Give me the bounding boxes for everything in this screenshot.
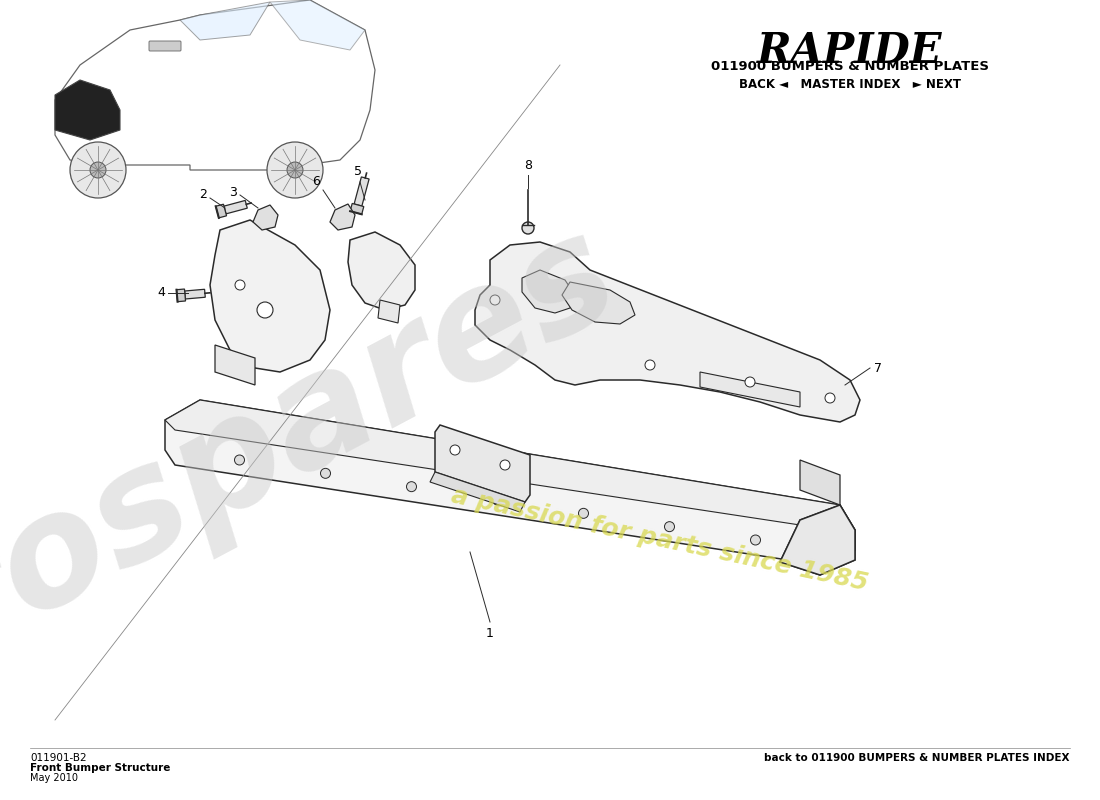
Text: 011901-B2: 011901-B2 [30, 753, 87, 763]
Text: 6: 6 [312, 175, 320, 188]
Text: 2: 2 [199, 189, 207, 202]
Circle shape [450, 445, 460, 455]
Circle shape [70, 142, 126, 198]
Polygon shape [378, 300, 400, 323]
Text: 1: 1 [486, 627, 494, 640]
Text: 3: 3 [229, 186, 236, 198]
Circle shape [750, 535, 760, 545]
Polygon shape [800, 460, 840, 505]
Circle shape [645, 360, 654, 370]
Circle shape [664, 522, 674, 532]
Circle shape [257, 302, 273, 318]
Polygon shape [210, 220, 330, 372]
Polygon shape [253, 205, 278, 230]
Circle shape [234, 455, 244, 465]
Polygon shape [522, 270, 575, 313]
Circle shape [825, 393, 835, 403]
Polygon shape [700, 372, 800, 407]
Text: a passion for parts since 1985: a passion for parts since 1985 [449, 484, 871, 596]
Polygon shape [214, 345, 255, 385]
Circle shape [320, 468, 330, 478]
Text: 5: 5 [354, 165, 362, 178]
Text: 011900 BUMPERS & NUMBER PLATES: 011900 BUMPERS & NUMBER PLATES [711, 60, 989, 73]
Circle shape [493, 495, 503, 505]
Polygon shape [165, 400, 855, 565]
Circle shape [90, 162, 106, 178]
Polygon shape [348, 232, 415, 310]
Polygon shape [216, 204, 227, 218]
Polygon shape [430, 472, 525, 512]
Text: eurospares: eurospares [0, 198, 641, 782]
Polygon shape [185, 290, 206, 299]
Circle shape [287, 162, 303, 178]
Polygon shape [780, 505, 855, 575]
Polygon shape [176, 289, 186, 302]
Circle shape [522, 222, 534, 234]
Polygon shape [55, 80, 120, 140]
Circle shape [490, 295, 500, 305]
Text: RAPIDE: RAPIDE [757, 30, 943, 72]
FancyBboxPatch shape [148, 41, 182, 51]
Polygon shape [224, 201, 248, 214]
Circle shape [745, 377, 755, 387]
Text: 4: 4 [157, 286, 165, 299]
Polygon shape [180, 2, 270, 40]
Text: Front Bumper Structure: Front Bumper Structure [30, 763, 170, 773]
Circle shape [579, 508, 588, 518]
Circle shape [235, 280, 245, 290]
Text: May 2010: May 2010 [30, 773, 78, 783]
Polygon shape [330, 204, 355, 230]
Polygon shape [270, 0, 365, 50]
Polygon shape [434, 425, 530, 502]
Polygon shape [350, 203, 364, 214]
Circle shape [500, 460, 510, 470]
Polygon shape [165, 400, 840, 525]
Polygon shape [354, 177, 370, 206]
Text: 8: 8 [524, 159, 532, 172]
Circle shape [407, 482, 417, 492]
Polygon shape [562, 282, 635, 324]
Text: back to 011900 BUMPERS & NUMBER PLATES INDEX: back to 011900 BUMPERS & NUMBER PLATES I… [764, 753, 1070, 763]
Text: BACK ◄   MASTER INDEX   ► NEXT: BACK ◄ MASTER INDEX ► NEXT [739, 78, 961, 91]
Text: 7: 7 [874, 362, 882, 374]
Polygon shape [475, 242, 860, 422]
Circle shape [267, 142, 323, 198]
